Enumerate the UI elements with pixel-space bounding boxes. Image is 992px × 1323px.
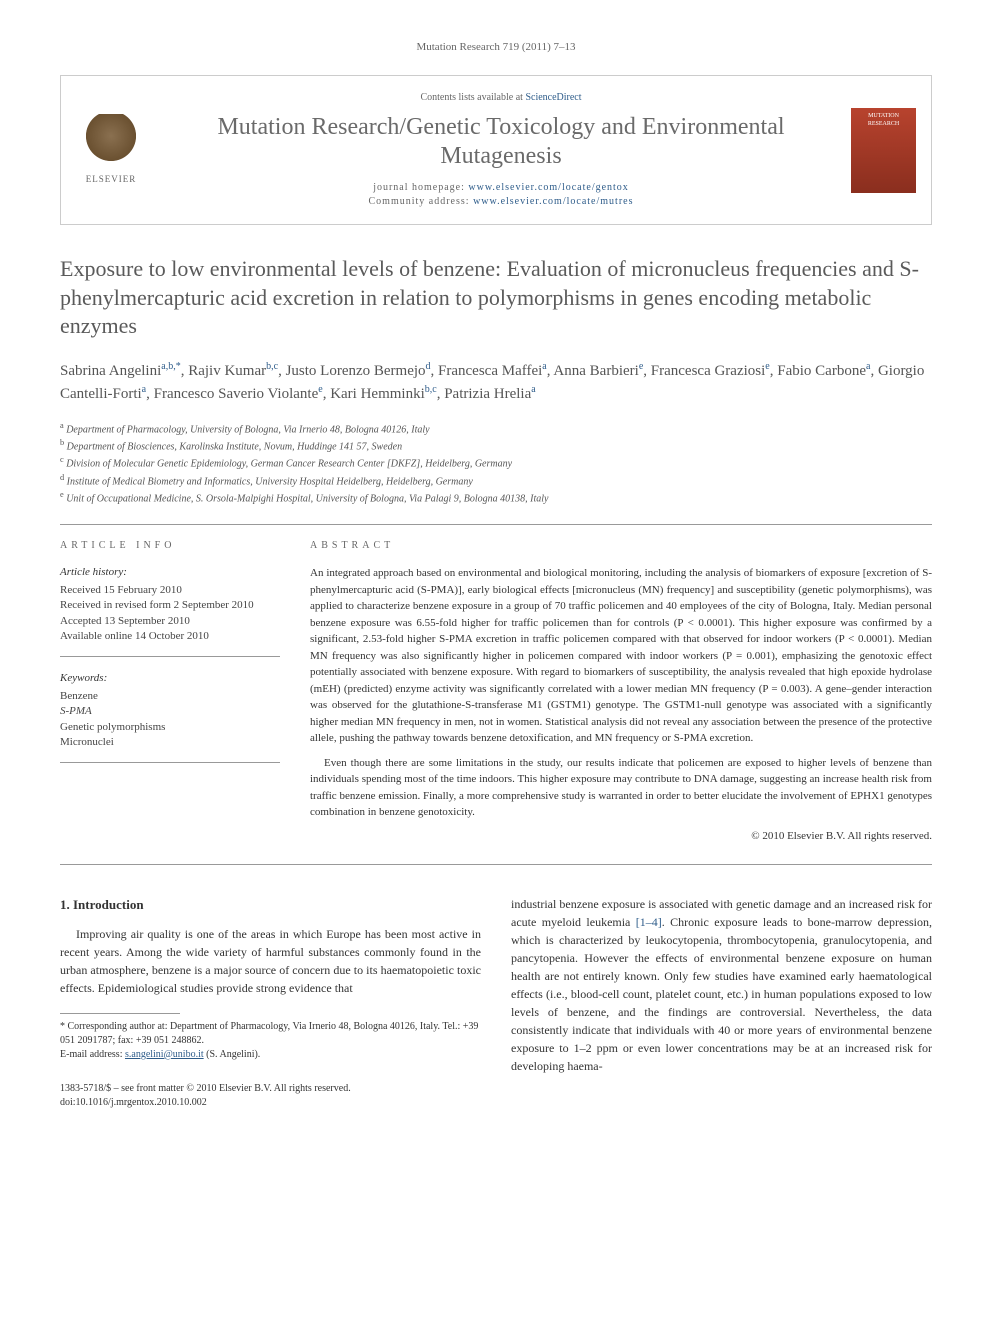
keyword: S-PMA — [60, 704, 280, 719]
article-info: ARTICLE INFO Article history: Received 1… — [60, 539, 280, 844]
community-link[interactable]: www.elsevier.com/locate/mutres — [473, 196, 633, 207]
history-label: Article history: — [60, 565, 280, 580]
abstract-para: Even though there are some limitations i… — [310, 755, 932, 821]
keyword: Genetic polymorphisms — [60, 720, 280, 735]
corresponding-author-footnote: * Corresponding author at: Department of… — [60, 1020, 481, 1048]
journal-cover-thumbnail — [851, 108, 916, 193]
history-line: Received 15 February 2010 — [60, 583, 280, 598]
abstract-para: An integrated approach based on environm… — [310, 565, 932, 747]
article-title: Exposure to low environmental levels of … — [60, 255, 932, 341]
contents-prefix: Contents lists available at — [420, 92, 525, 103]
column-right: industrial benzene exposure is associate… — [511, 895, 932, 1110]
article-history-block: Article history: Received 15 February 20… — [60, 565, 280, 657]
body-text: . Chronic exposure leads to bone-marrow … — [511, 915, 932, 1073]
elsevier-tree-icon — [86, 114, 136, 169]
affiliation-line: e Unit of Occupational Medicine, S. Orso… — [60, 489, 932, 506]
email-link[interactable]: s.angelini@unibo.it — [125, 1049, 204, 1060]
affiliations: a Department of Pharmacology, University… — [60, 420, 932, 507]
journal-links: journal homepage: www.elsevier.com/locat… — [166, 181, 836, 209]
publisher-name: ELSEVIER — [86, 173, 137, 186]
elsevier-logo: ELSEVIER — [76, 110, 146, 190]
section-number: 1. — [60, 897, 70, 912]
footnote-separator — [60, 1013, 180, 1014]
homepage-label: journal homepage: — [373, 182, 468, 193]
abstract-text: An integrated approach based on environm… — [310, 565, 932, 821]
journal-header: ELSEVIER Contents lists available at Sci… — [60, 75, 932, 225]
header-center: Contents lists available at ScienceDirec… — [166, 91, 836, 209]
homepage-link[interactable]: www.elsevier.com/locate/gentox — [468, 182, 628, 193]
issn-line: 1383-5718/$ – see front matter © 2010 El… — [60, 1082, 481, 1096]
section-heading: 1. Introduction — [60, 895, 481, 915]
divider — [60, 864, 932, 865]
doi-line: doi:10.1016/j.mrgentox.2010.10.002 — [60, 1096, 481, 1110]
running-head: Mutation Research 719 (2011) 7–13 — [60, 40, 932, 55]
abstract: ABSTRACT An integrated approach based on… — [310, 539, 932, 844]
info-abstract-row: ARTICLE INFO Article history: Received 1… — [60, 539, 932, 844]
journal-name: Mutation Research/Genetic Toxicology and… — [166, 113, 836, 171]
abstract-heading: ABSTRACT — [310, 539, 932, 553]
history-line: Accepted 13 September 2010 — [60, 614, 280, 629]
email-suffix: (S. Angelini). — [204, 1049, 261, 1060]
body-paragraph: industrial benzene exposure is associate… — [511, 895, 932, 1075]
email-label: E-mail address: — [60, 1049, 125, 1060]
column-left: 1. Introduction Improving air quality is… — [60, 895, 481, 1110]
divider — [60, 524, 932, 525]
body-paragraph: Improving air quality is one of the area… — [60, 925, 481, 997]
history-line: Available online 14 October 2010 — [60, 629, 280, 644]
keywords-label: Keywords: — [60, 671, 280, 686]
author-list: Sabrina Angelinia,b,*, Rajiv Kumarb,c, J… — [60, 359, 932, 406]
history-line: Received in revised form 2 September 201… — [60, 598, 280, 613]
section-title: Introduction — [73, 897, 144, 912]
article-info-heading: ARTICLE INFO — [60, 539, 280, 553]
citation-link[interactable]: [1–4] — [636, 915, 662, 929]
affiliation-line: a Department of Pharmacology, University… — [60, 420, 932, 437]
affiliation-line: c Division of Molecular Genetic Epidemio… — [60, 454, 932, 471]
keywords-block: Keywords: Benzene S-PMA Genetic polymorp… — [60, 671, 280, 763]
keyword: Benzene — [60, 689, 280, 704]
affiliation-line: d Institute of Medical Biometry and Info… — [60, 472, 932, 489]
body-columns: 1. Introduction Improving air quality is… — [60, 895, 932, 1110]
contents-line: Contents lists available at ScienceDirec… — [166, 91, 836, 105]
affiliation-line: b Department of Biosciences, Karolinska … — [60, 437, 932, 454]
copyright-line: © 2010 Elsevier B.V. All rights reserved… — [310, 829, 932, 844]
community-label: Community address: — [369, 196, 474, 207]
bottom-meta: 1383-5718/$ – see front matter © 2010 El… — [60, 1082, 481, 1110]
email-footnote: E-mail address: s.angelini@unibo.it (S. … — [60, 1048, 481, 1062]
keyword: Micronuclei — [60, 735, 280, 750]
sciencedirect-link[interactable]: ScienceDirect — [525, 92, 581, 103]
